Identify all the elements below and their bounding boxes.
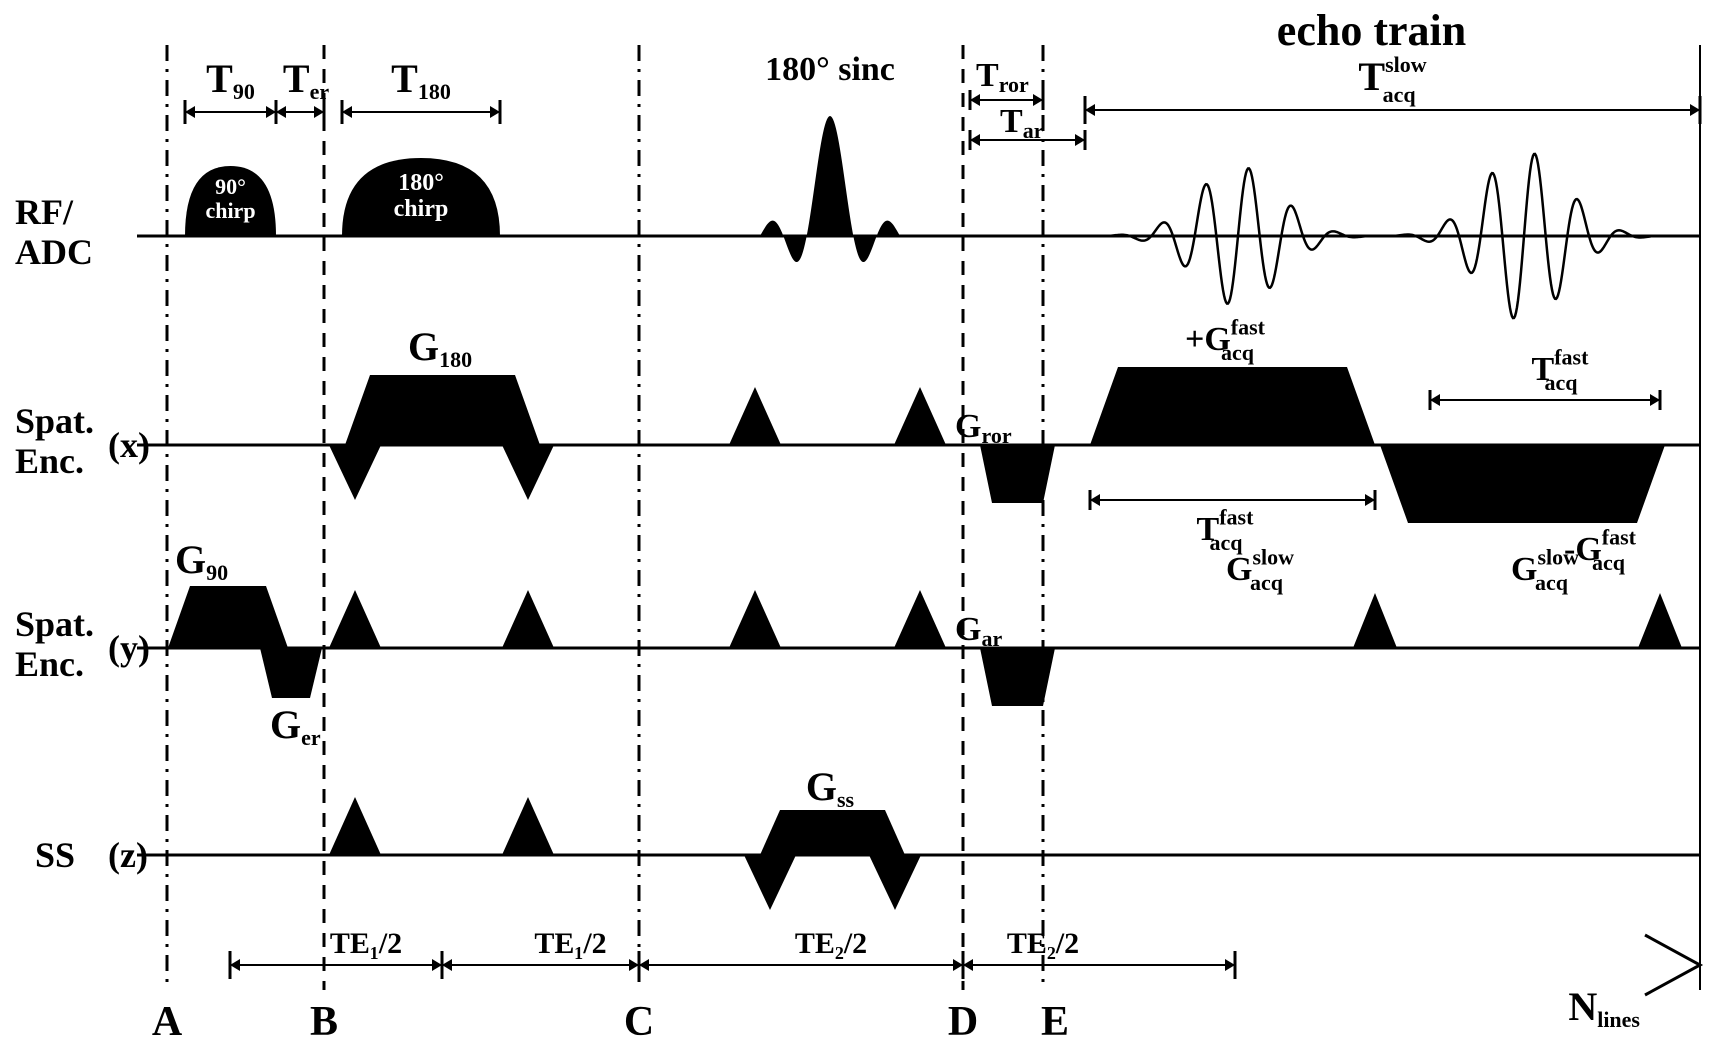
svg-text:SS: SS (35, 835, 75, 875)
svg-text:TE₂/2: TE₂/2 (795, 927, 867, 960)
svg-text:180°: 180° (398, 170, 444, 196)
svg-text:(z): (z) (108, 835, 148, 875)
svg-text:Spat.: Spat. (15, 604, 94, 644)
svg-text:TE₂/2: TE₂/2 (1007, 927, 1079, 960)
svg-text:(y): (y) (108, 628, 150, 668)
svg-text:echo train: echo train (1277, 6, 1466, 55)
svg-text:180° sinc: 180° sinc (765, 51, 895, 88)
svg-text:E: E (1041, 999, 1069, 1045)
svg-text:Enc.: Enc. (15, 644, 84, 684)
svg-text:Enc.: Enc. (15, 441, 84, 481)
svg-text:Spat.: Spat. (15, 401, 94, 441)
svg-text:+Gfastacq: +Gfastacq (1185, 315, 1266, 366)
svg-text:C: C (624, 999, 654, 1045)
svg-text:90°: 90° (215, 174, 246, 199)
svg-text:chirp: chirp (394, 196, 449, 222)
svg-text:B: B (310, 999, 338, 1045)
svg-text:TE₁/2: TE₁/2 (330, 927, 402, 960)
svg-text:D: D (948, 999, 978, 1045)
svg-text:chirp: chirp (205, 198, 255, 223)
svg-text:(x): (x) (108, 425, 150, 465)
svg-text:A: A (152, 999, 183, 1045)
svg-text:ADC: ADC (15, 232, 93, 272)
svg-text:RF/: RF/ (15, 192, 74, 232)
svg-text:TE₁/2: TE₁/2 (534, 927, 606, 960)
